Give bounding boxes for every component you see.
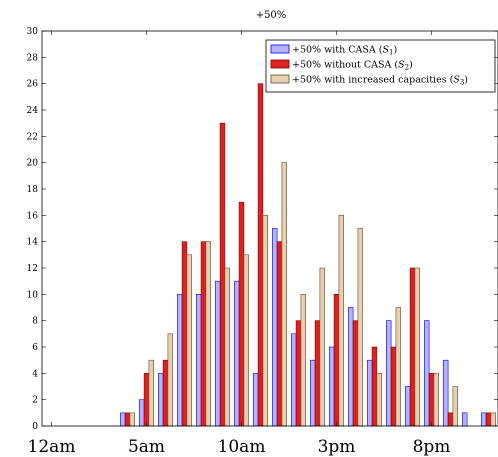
legend-label-s2: +50% without CASA (S2) [292,60,413,72]
bar-s1-hour-7 [177,294,183,427]
y-tick-label: 28 [27,53,39,63]
x-tick-label: 10am [218,437,266,457]
bar-s1-hour-5 [139,399,145,427]
bar-s2-hour-21 [447,412,454,427]
legend: +50% with CASA (S1) +50% without CASA (S2… [265,39,496,93]
bar-s2-hour-8 [200,241,207,427]
y-tick-label: 20 [27,159,39,169]
bar-s2-hour-19 [409,267,416,427]
bar-s3-hour-12 [281,162,287,427]
y-tick-label: 6 [32,343,38,353]
bar-s2-hour-14 [314,320,321,427]
bar-s1-hour-19 [404,386,411,427]
chart-title: +50% [256,10,287,21]
bar-s2-hour-18 [390,346,397,427]
y-tick-label: 0 [32,422,38,432]
bar-s2-hour-13 [295,320,302,427]
y-tick-label: 2 [32,396,38,406]
bar-s1-hour-12 [271,228,278,427]
x-tick-label: 3pm [318,437,356,457]
legend-swatch-s1 [270,44,290,54]
bar-s1-hour-16 [347,307,354,427]
bar-s1-hour-13 [290,333,297,427]
bar-s3-hour-16 [357,228,363,427]
bar-s1-hour-15 [328,346,335,427]
bar-s2-hour-5 [143,373,150,427]
x-tick-label: 5am [128,437,165,457]
legend-label-s3: +50% with increased capacities (S3) [292,75,468,87]
y-tick-label: 18 [27,185,39,195]
bar-s1-hour-6 [158,373,164,427]
bar-s2-hour-12 [276,241,283,427]
bar-s2-hour-15 [333,294,340,427]
y-tick-label: 26 [27,80,39,90]
bar-s3-hour-6 [167,333,173,427]
bar-s2-hour-16 [352,320,359,427]
legend-swatch-s2 [270,59,290,69]
y-tick-label: 22 [27,132,38,142]
bars-layer [120,83,496,427]
bar-s3-hour-4 [129,412,135,427]
bar-s2-hour-4 [124,412,131,427]
y-tick-label: 24 [27,106,39,116]
bar-s1-hour-22 [461,412,468,427]
y-tick-label: 4 [32,369,38,379]
bar-s3-hour-7 [186,254,192,427]
bar-s3-hour-21 [452,386,458,427]
legend-label-s1: +50% with CASA (S1) [292,45,397,57]
bar-s3-hour-9 [224,267,230,427]
bar-s2-hour-10 [238,201,245,427]
x-axis: 12am 5am 10am 3pm 8pm [28,31,451,457]
y-tick-label: 14 [27,238,39,248]
plot-frame [41,30,498,427]
bar-s3-hour-23 [490,412,496,427]
x-tick-label: 8pm [413,437,451,457]
bar-s2-hour-23 [485,412,492,427]
bar-s3-hour-17 [376,373,382,427]
bar-s1-hour-14 [309,359,316,427]
bar-s3-hour-20 [433,373,439,427]
bar-s3-hour-10 [243,254,249,427]
legend-box [265,39,496,93]
bar-s3-hour-11 [262,215,268,427]
y-tick-label: 12 [27,264,38,274]
bar-s1-hour-9 [215,280,221,427]
y-tick-label: 16 [27,211,39,221]
bar-s1-hour-11 [253,373,259,427]
bar-s1-hour-18 [385,320,392,427]
bar-s2-hour-20 [428,373,435,427]
bar-s2-hour-17 [371,346,378,427]
bar-s3-hour-15 [338,215,344,427]
bar-s2-hour-11 [257,83,264,427]
bar-s2-hour-7 [181,241,188,427]
bar-s1-hour-20 [423,320,430,427]
x-tick-label: 12am [28,437,76,457]
bar-s1-hour-17 [366,359,373,427]
bar-s3-hour-8 [205,241,211,427]
bar-s1-hour-21 [442,359,449,427]
y-tick-label: 8 [32,317,38,327]
bar-s2-hour-9 [219,122,226,427]
bar-s2-hour-6 [162,359,169,427]
bar-s3-hour-18 [395,307,401,427]
bar-s1-hour-8 [196,294,202,427]
bar-s1-hour-23 [480,412,487,427]
y-tick-label: 30 [27,27,39,37]
bar-s3-hour-5 [148,359,154,427]
bar-s3-hour-13 [300,294,306,427]
bar-s1-hour-10 [234,280,240,427]
bar-s3-hour-19 [414,267,420,427]
legend-swatch-s3 [270,74,290,84]
y-tick-label: 10 [27,290,39,300]
bar-s1-hour-4 [120,412,126,427]
bar-s3-hour-14 [319,267,325,427]
